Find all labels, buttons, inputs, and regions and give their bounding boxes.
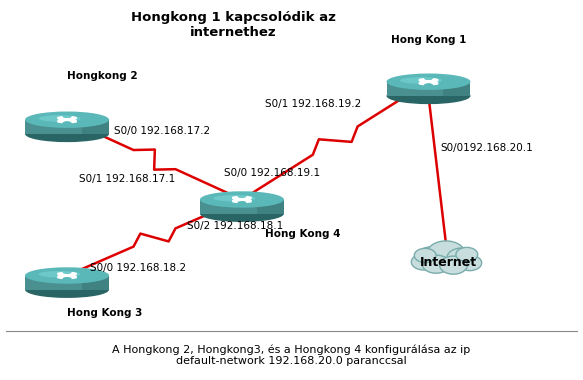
- Ellipse shape: [200, 191, 284, 208]
- FancyArrow shape: [233, 199, 242, 202]
- FancyArrow shape: [419, 79, 429, 82]
- Polygon shape: [387, 82, 470, 96]
- Ellipse shape: [387, 73, 470, 90]
- Ellipse shape: [38, 271, 80, 277]
- Ellipse shape: [200, 206, 284, 222]
- FancyArrow shape: [233, 197, 242, 200]
- Polygon shape: [82, 276, 109, 290]
- Circle shape: [415, 249, 436, 263]
- Ellipse shape: [400, 77, 442, 84]
- Circle shape: [456, 247, 477, 261]
- Ellipse shape: [25, 111, 109, 128]
- Text: S0/0 192.168.17.2: S0/0 192.168.17.2: [114, 126, 210, 136]
- Text: S0/1 192.168.19.2: S0/1 192.168.19.2: [265, 100, 361, 109]
- Text: Hong Kong 4: Hong Kong 4: [265, 229, 341, 239]
- Circle shape: [440, 256, 468, 274]
- Text: Hong Kong 1: Hong Kong 1: [391, 35, 466, 45]
- FancyArrow shape: [419, 81, 429, 84]
- Circle shape: [427, 241, 465, 266]
- FancyArrow shape: [58, 117, 67, 120]
- Polygon shape: [25, 276, 52, 290]
- Polygon shape: [25, 120, 52, 134]
- FancyArrow shape: [67, 119, 76, 122]
- FancyArrow shape: [242, 199, 251, 202]
- Circle shape: [458, 255, 482, 271]
- Text: S0/0 192.168.18.2: S0/0 192.168.18.2: [90, 263, 187, 273]
- FancyArrow shape: [58, 275, 67, 278]
- FancyArrow shape: [242, 197, 251, 200]
- FancyArrow shape: [67, 117, 76, 120]
- Text: S0/0 192.168.19.1: S0/0 192.168.19.1: [224, 168, 321, 178]
- Text: Hongkong 1 kapcsolódik az
internethez: Hongkong 1 kapcsolódik az internethez: [131, 11, 336, 39]
- Polygon shape: [200, 200, 284, 214]
- FancyArrow shape: [429, 79, 438, 82]
- FancyArrow shape: [67, 273, 76, 276]
- Circle shape: [447, 248, 477, 268]
- Ellipse shape: [25, 282, 109, 298]
- Circle shape: [422, 255, 450, 273]
- Polygon shape: [25, 276, 109, 290]
- Ellipse shape: [38, 115, 80, 122]
- Circle shape: [411, 254, 436, 270]
- Text: Hong Kong 3: Hong Kong 3: [67, 309, 142, 318]
- Polygon shape: [25, 120, 109, 134]
- Text: A Hongkong 2, Hongkong3, és a Hongkong 4 konfigurálása az ip
default-network 192: A Hongkong 2, Hongkong3, és a Hongkong 4…: [113, 344, 470, 366]
- Text: Hongkong 2: Hongkong 2: [67, 71, 138, 81]
- Text: S0/1 192.168.17.1: S0/1 192.168.17.1: [79, 174, 175, 184]
- Ellipse shape: [25, 267, 109, 284]
- Polygon shape: [257, 200, 284, 214]
- FancyArrow shape: [58, 273, 67, 276]
- FancyArrow shape: [429, 81, 438, 84]
- Ellipse shape: [25, 126, 109, 142]
- Ellipse shape: [213, 195, 255, 201]
- FancyArrow shape: [58, 119, 67, 122]
- Circle shape: [416, 247, 448, 268]
- Polygon shape: [443, 82, 470, 96]
- Text: S0/2 192.168.18.1: S0/2 192.168.18.1: [187, 221, 283, 231]
- Polygon shape: [387, 82, 414, 96]
- Text: S0/0192.168.20.1: S0/0192.168.20.1: [440, 143, 533, 153]
- Text: Internet: Internet: [420, 256, 477, 269]
- Polygon shape: [200, 200, 227, 214]
- FancyArrow shape: [67, 275, 76, 278]
- Ellipse shape: [387, 88, 470, 104]
- Polygon shape: [82, 120, 109, 134]
